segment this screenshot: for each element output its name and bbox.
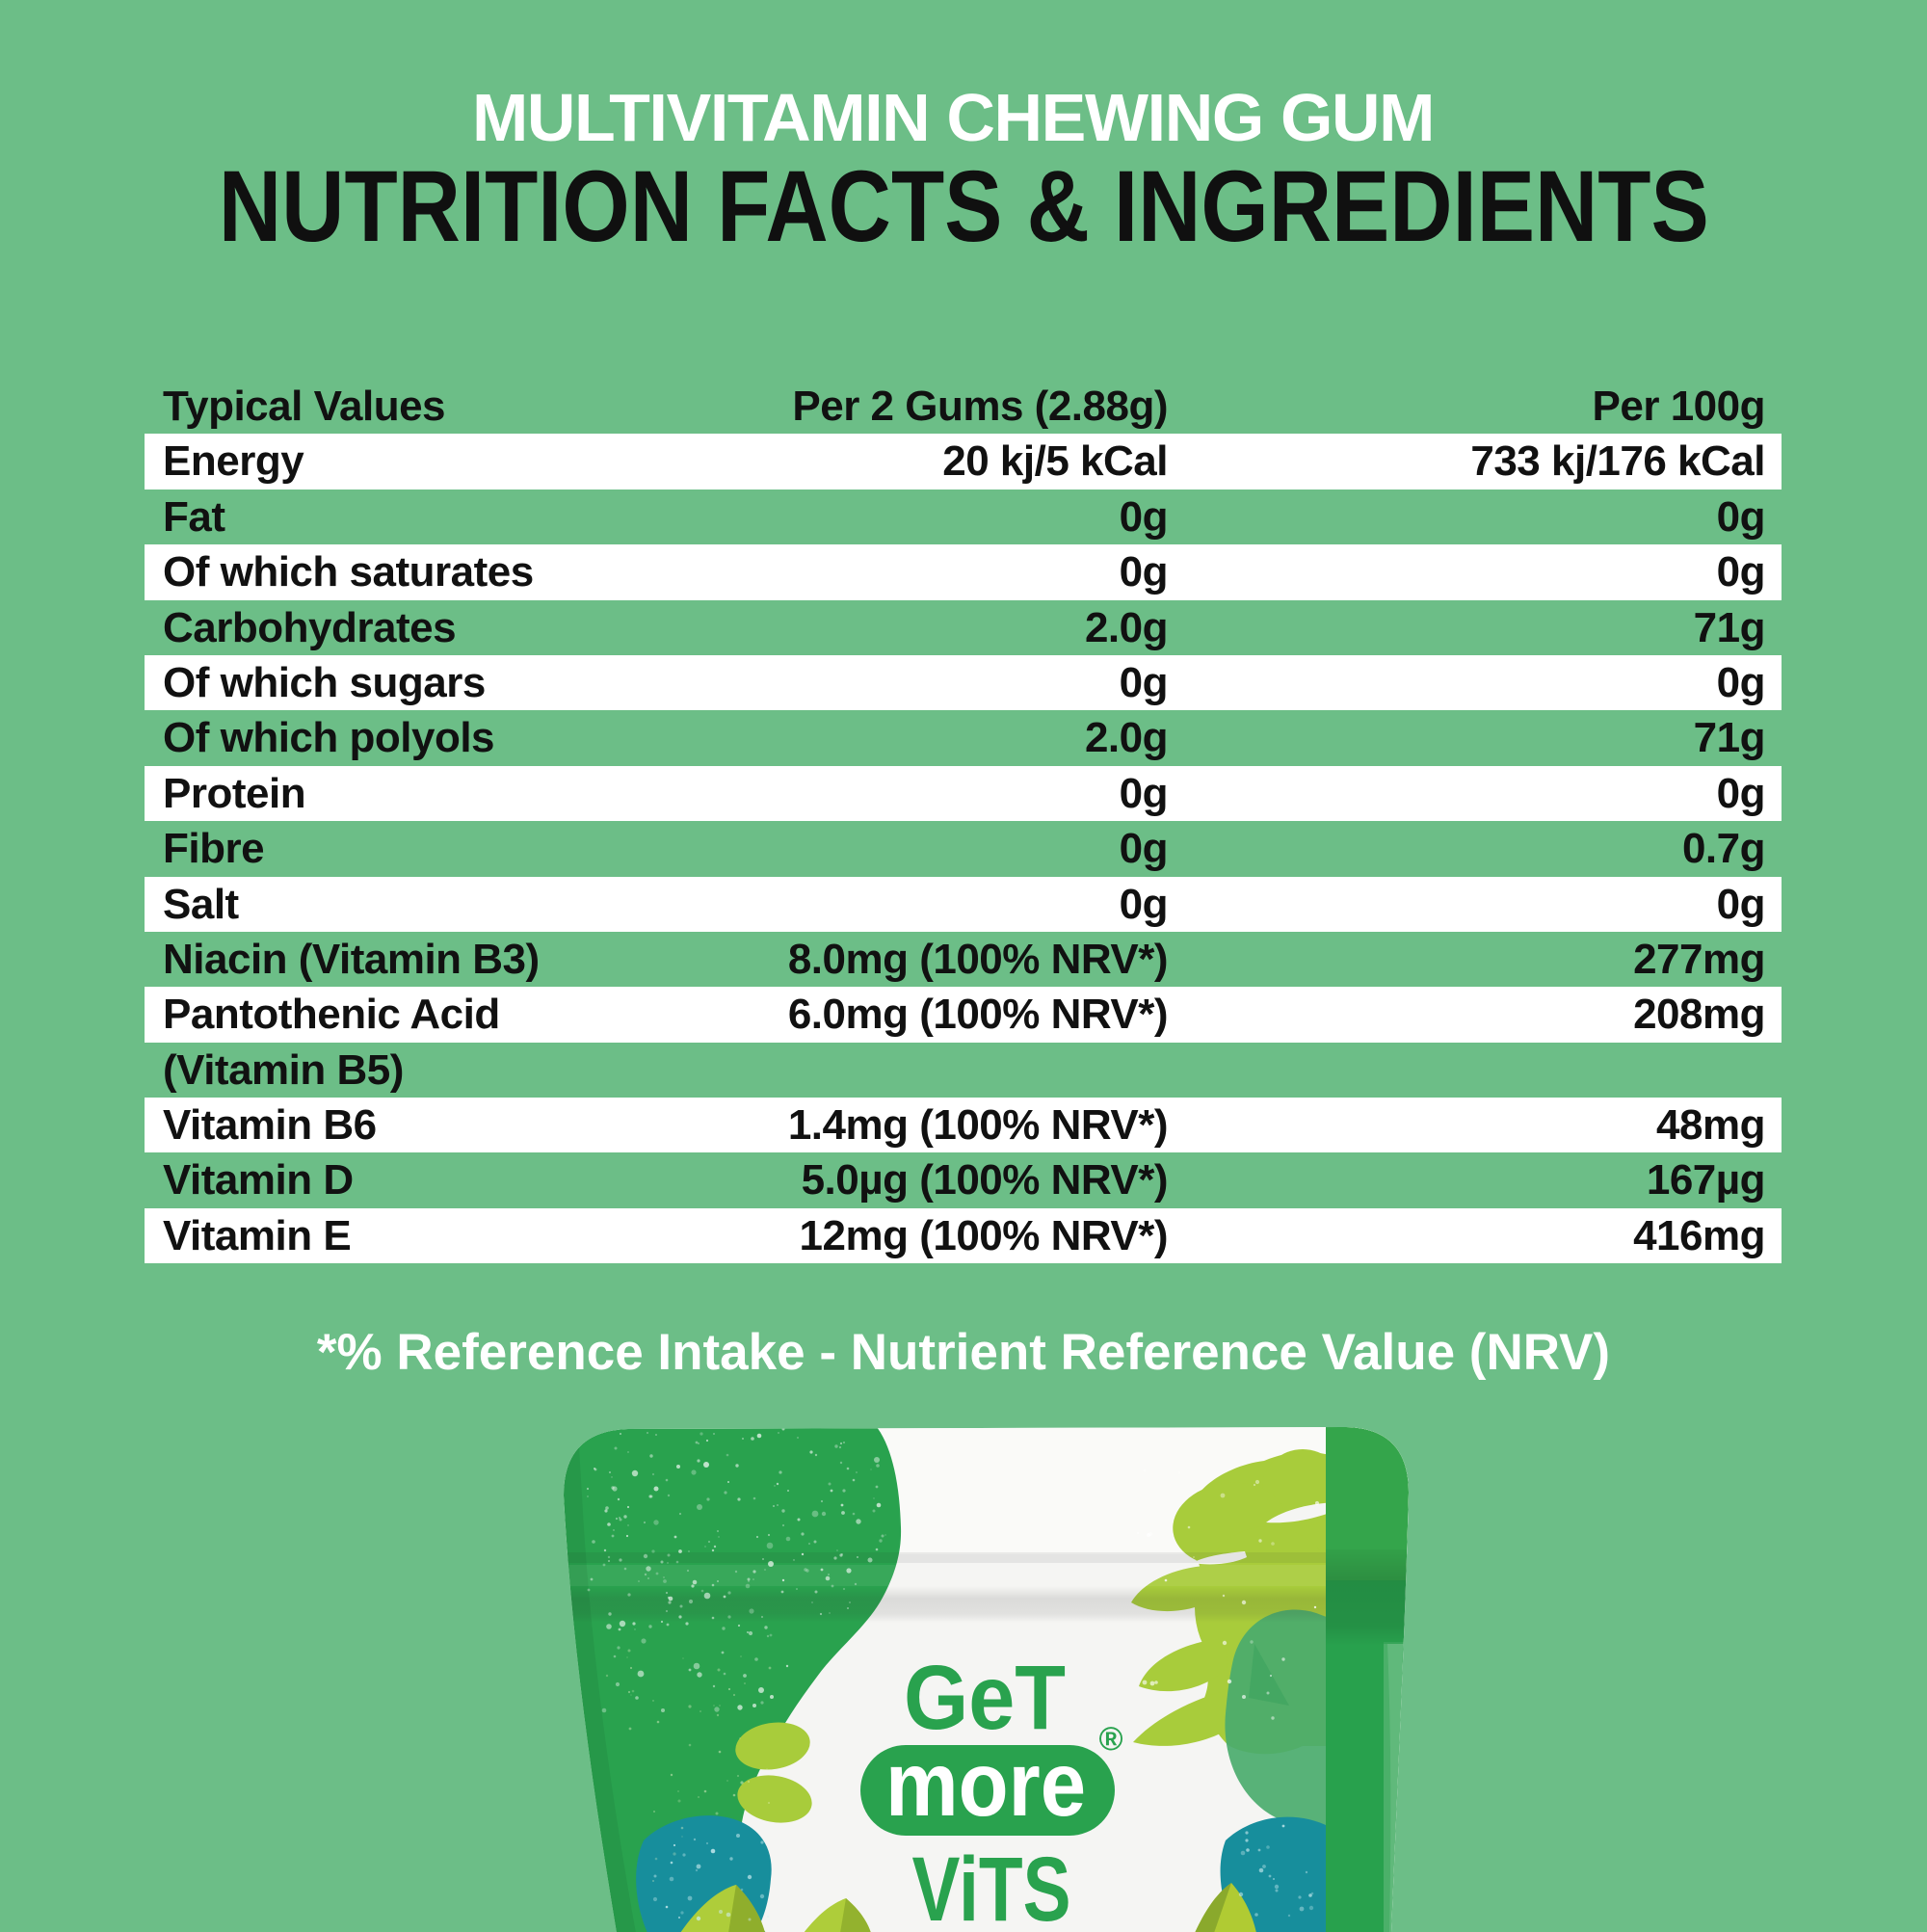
svg-text:ViTS: ViTS [912,1839,1071,1932]
svg-text:®: ® [1098,1721,1122,1758]
svg-text:GeT: GeT [904,1647,1066,1749]
svg-text:more: more [885,1734,1086,1836]
